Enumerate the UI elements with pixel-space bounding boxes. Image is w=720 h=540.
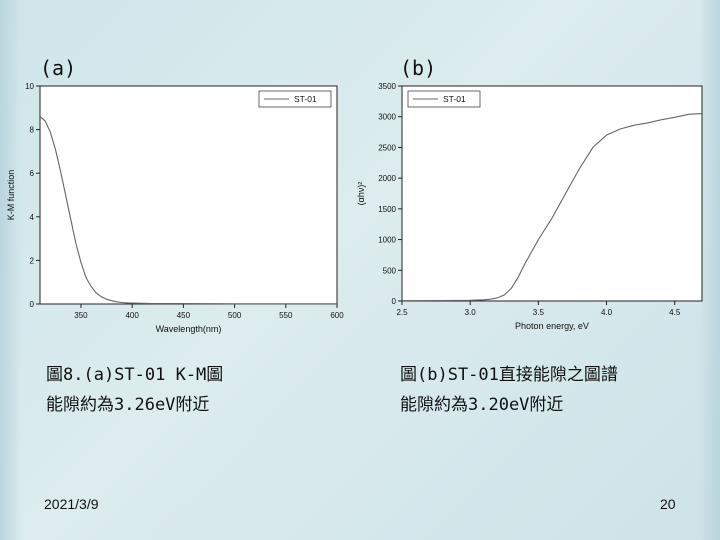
panel-label-a: (a) bbox=[40, 56, 77, 80]
caption-a: 圖8.(a)ST-01 K-M圖 能隙約為3.26eV附近 bbox=[46, 360, 223, 420]
slide-edge-right bbox=[698, 0, 720, 540]
plot-area bbox=[401, 85, 703, 302]
legend-label: ST-01 bbox=[294, 94, 317, 104]
tauc-chart: 2.5 3.0 3.5 4.0 4.5 0 500 1000 1500 2000 2500 3000 3… bbox=[356, 82, 703, 331]
slide-edge-left bbox=[0, 0, 22, 540]
y-tick-label: 3500 bbox=[378, 82, 396, 91]
legend-box bbox=[258, 90, 332, 108]
y-axis-label: K-M function bbox=[6, 170, 16, 221]
slide-date: 2021/3/9 bbox=[44, 496, 99, 512]
y-tick-label: 10 bbox=[25, 82, 34, 91]
legend-box bbox=[407, 90, 481, 108]
x-tick-label: 350 bbox=[74, 311, 88, 320]
y-tick-label: 3000 bbox=[378, 113, 396, 122]
series-line-st01 bbox=[39, 116, 337, 305]
x-tick-label: 4.0 bbox=[601, 308, 613, 317]
x-tick-label: 550 bbox=[279, 311, 293, 320]
x-tick-label: 3.5 bbox=[533, 308, 545, 317]
y-tick-label: 6 bbox=[30, 169, 35, 178]
legend-label: ST-01 bbox=[443, 94, 466, 104]
caption-b-line2: 能隙約為3.20eV附近 bbox=[400, 395, 564, 415]
y-tick-label: 500 bbox=[383, 266, 397, 275]
y-tick-label: 1000 bbox=[378, 236, 396, 245]
y-tick-label: 2 bbox=[30, 256, 35, 265]
x-tick-label: 2.5 bbox=[396, 308, 408, 317]
plot-area bbox=[39, 85, 338, 305]
x-tick-label: 600 bbox=[330, 311, 344, 320]
x-tick-label: 400 bbox=[125, 311, 139, 320]
legend: ST-01 bbox=[258, 90, 332, 108]
caption-a-line1: 圖8.(a)ST-01 K-M圖 bbox=[46, 365, 224, 385]
x-tick-label: 4.5 bbox=[669, 308, 681, 317]
km-chart: 350 400 450 500 550 600 0 2 4 6 8 10 Wavelength(nm) K… bbox=[6, 82, 344, 334]
caption-a-line2: 能隙約為3.26eV附近 bbox=[46, 395, 210, 415]
y-tick-label: 0 bbox=[392, 297, 397, 306]
x-axis-label: Photon energy, eV bbox=[515, 321, 589, 331]
y-tick-label: 2500 bbox=[378, 143, 396, 152]
caption-b-line1: 圖(b)ST-01直接能隙之圖譜 bbox=[400, 365, 618, 385]
y-tick-label: 0 bbox=[30, 300, 35, 309]
series-line-st01 bbox=[401, 113, 703, 302]
y-tick-label: 4 bbox=[30, 213, 35, 222]
page-number: 20 bbox=[660, 496, 676, 512]
x-axis-label: Wavelength(nm) bbox=[156, 324, 222, 334]
caption-b: 圖(b)ST-01直接能隙之圖譜 能隙約為3.20eV附近 bbox=[400, 360, 618, 420]
x-tick-label: 450 bbox=[177, 311, 191, 320]
panel-label-b: (b) bbox=[400, 56, 437, 80]
y-axis-label: (αhν)² bbox=[356, 182, 366, 206]
x-tick-label: 3.0 bbox=[465, 308, 477, 317]
y-tick-label: 1500 bbox=[378, 205, 396, 214]
legend: ST-01 bbox=[407, 90, 481, 108]
x-tick-label: 500 bbox=[228, 311, 242, 320]
y-tick-label: 8 bbox=[30, 126, 35, 135]
y-tick-label: 2000 bbox=[378, 174, 396, 183]
